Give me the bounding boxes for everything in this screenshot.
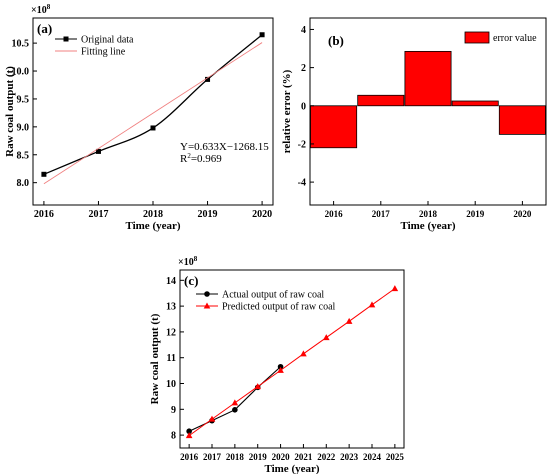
legend-label: error value xyxy=(493,33,537,44)
y-axis-title: Raw coal output (t) xyxy=(149,313,161,404)
y-tick-label: 4 xyxy=(301,25,306,36)
series-line xyxy=(188,288,396,437)
legend-label: Fitting line xyxy=(81,47,126,58)
panel-label: (a) xyxy=(37,21,52,36)
data-point xyxy=(186,428,192,435)
legend-swatch xyxy=(464,31,490,44)
data-point xyxy=(345,317,353,324)
x-tick-label: 2016 xyxy=(180,452,199,462)
series-line xyxy=(43,34,263,175)
r-squared-prefix: R xyxy=(180,153,188,165)
data-point xyxy=(185,432,193,439)
data-point xyxy=(254,383,262,390)
y-scale-exponent: 8 xyxy=(194,255,198,263)
data-point xyxy=(150,125,156,131)
legend-swatch-marker xyxy=(63,36,69,42)
x-tick-label: 2023 xyxy=(340,452,359,462)
y-tick-label: 11 xyxy=(167,353,176,364)
y-tick-label: 9.5 xyxy=(17,94,30,105)
error-bar xyxy=(310,105,358,149)
x-tick-label: 2018 xyxy=(419,209,438,219)
data-point xyxy=(391,285,399,292)
y-tick-label: 10.5 xyxy=(12,39,30,50)
x-tick-label: 2022 xyxy=(317,452,336,462)
data-point xyxy=(300,350,307,357)
series-line xyxy=(188,366,281,432)
data-point xyxy=(368,301,376,308)
legend-swatch-marker xyxy=(204,291,210,297)
data-point xyxy=(231,399,239,406)
x-tick-label: 2019 xyxy=(249,452,268,462)
panel-label: (b) xyxy=(328,33,344,48)
x-tick-label: 2019 xyxy=(466,209,485,219)
data-point xyxy=(205,76,211,82)
x-tick-label: 2024 xyxy=(363,452,382,462)
x-tick-label: 2020 xyxy=(252,209,272,220)
y-tick-label: 2 xyxy=(301,63,306,74)
legend-label: Original data xyxy=(81,35,134,46)
chart-panel-b: 2016 2017 2018 2019 2020 4 2 0 -2 -4 Time (year) re… xyxy=(281,17,547,232)
x-tick-label: 2016 xyxy=(34,209,54,220)
plot-frame xyxy=(32,17,274,206)
error-bar xyxy=(451,100,499,107)
x-axis-title: Time (year) xyxy=(125,220,180,232)
y-tick-label: -4 xyxy=(298,178,306,189)
data-point xyxy=(95,148,101,154)
data-point xyxy=(259,32,265,38)
y-tick-label: 10 xyxy=(166,379,176,390)
y-scale-label: ×108 xyxy=(178,255,198,268)
x-tick-label: 2016 xyxy=(325,209,344,219)
x-tick-label: 2021 xyxy=(294,452,313,462)
y-tick-label: 9.0 xyxy=(17,122,30,133)
y-tick-label: 9 xyxy=(171,405,176,416)
legend-label: Predicted output of raw coal xyxy=(222,302,336,313)
chart-panel-c: 2016 2017 2018 2019 2020 2021 2022 2023 2024 2025… xyxy=(149,255,405,474)
x-tick-label: 2017 xyxy=(88,209,108,220)
fit-equation: Y=0.633X−1268.15 xyxy=(180,141,269,153)
data-point xyxy=(277,366,284,373)
y-axis-title: relative error (%) xyxy=(281,69,293,153)
x-tick-label: 2018 xyxy=(226,452,245,462)
x-tick-label: 2018 xyxy=(143,209,163,220)
y-tick-label: 8 xyxy=(171,431,176,442)
x-tick-label: 2020 xyxy=(513,209,532,219)
y-tick-label: 14 xyxy=(166,276,176,287)
y-tick-label: -2 xyxy=(298,139,306,150)
r-squared: R2=0.969 xyxy=(180,152,222,165)
x-tick-label: 2017 xyxy=(203,452,222,462)
chart-panel-a: 2016 2017 2018 2019 2020 8.0 8.5 9.0 9.5 10.0 10.5… xyxy=(4,3,274,232)
series-line xyxy=(43,42,263,185)
y-scale-exponent: 8 xyxy=(47,3,51,11)
y-axis-title: Raw coal output (t) xyxy=(4,66,16,157)
x-tick-label: 2019 xyxy=(198,209,218,220)
y-tick-label: 0 xyxy=(301,101,306,112)
data-point xyxy=(277,363,284,370)
x-axis-title: Time (year) xyxy=(400,220,455,232)
data-point xyxy=(208,415,216,422)
panel-label: (c) xyxy=(184,273,198,288)
error-bar xyxy=(498,105,546,135)
data-point xyxy=(322,334,330,341)
y-tick-label: 13 xyxy=(166,302,176,313)
y-scale-label: ×108 xyxy=(31,3,51,16)
x-tick-label: 2020 xyxy=(272,452,291,462)
data-point xyxy=(41,171,47,177)
y-tick-label: 12 xyxy=(166,327,176,338)
plot-frame xyxy=(179,269,405,449)
legend-label: Actual output of raw coal xyxy=(222,290,324,301)
x-axis-title: Time (year) xyxy=(264,463,319,474)
r-squared-value: =0.969 xyxy=(191,153,222,165)
y-tick-label: 10.0 xyxy=(12,67,30,78)
error-bar xyxy=(404,50,452,107)
legend-swatch-marker xyxy=(203,302,211,309)
error-bar xyxy=(357,94,405,107)
y-tick-label: 8.0 xyxy=(17,178,30,189)
r-squared-exponent: 2 xyxy=(187,152,191,160)
x-tick-label: 2025 xyxy=(386,452,405,462)
y-tick-label: 8.5 xyxy=(17,150,30,161)
x-tick-label: 2017 xyxy=(372,209,391,219)
data-point xyxy=(232,407,238,413)
